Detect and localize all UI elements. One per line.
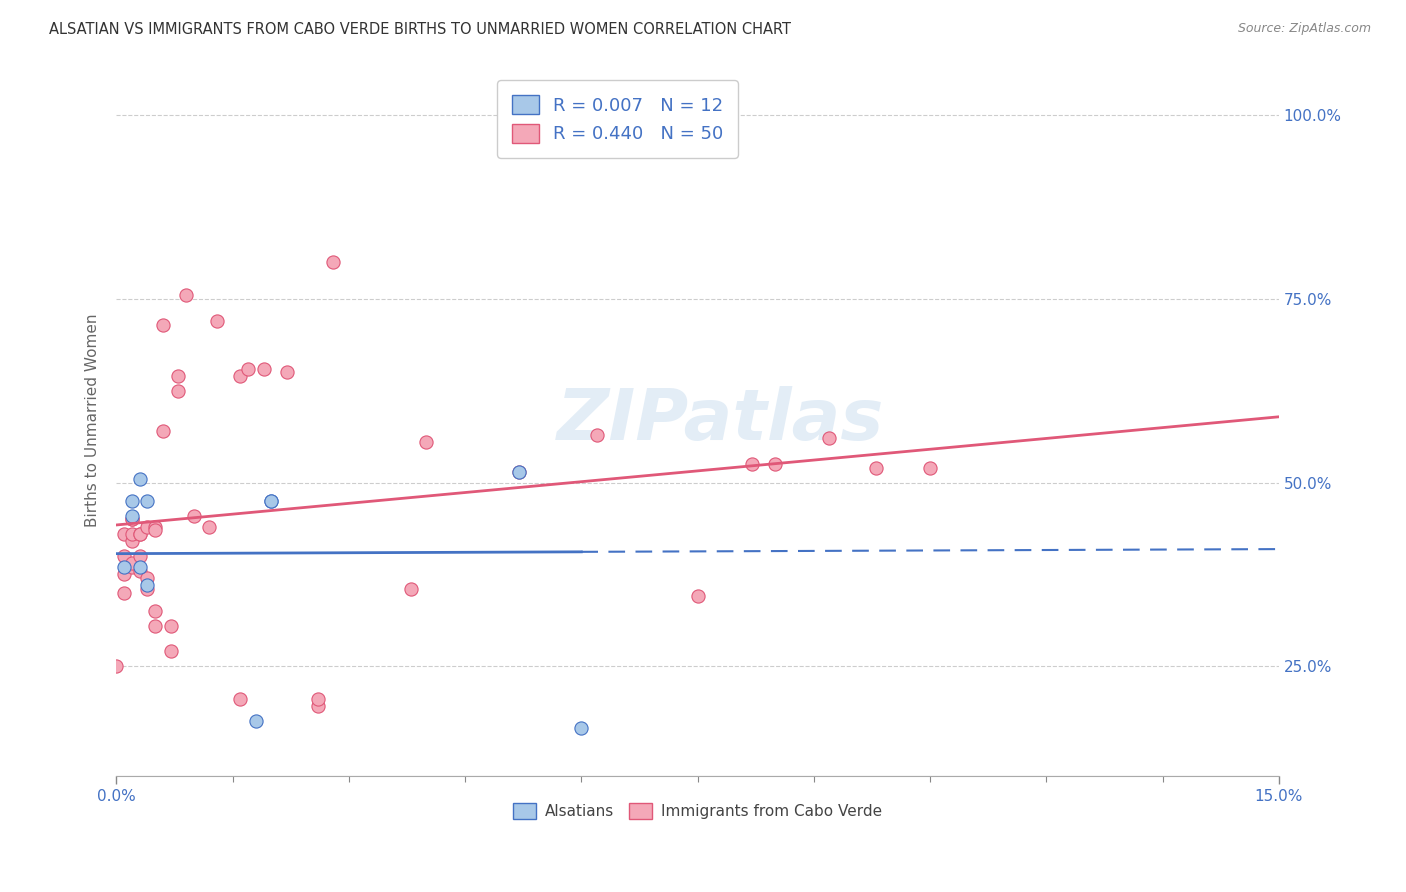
Point bbox=[508, 465, 530, 479]
Point bbox=[112, 527, 135, 541]
Point bbox=[167, 369, 190, 384]
Point bbox=[229, 369, 252, 384]
Point bbox=[183, 508, 205, 523]
Point bbox=[136, 578, 159, 592]
Point bbox=[121, 527, 143, 541]
Point bbox=[121, 534, 143, 549]
Point bbox=[167, 384, 190, 398]
Point bbox=[865, 460, 887, 475]
Point bbox=[307, 699, 329, 714]
Point bbox=[128, 549, 150, 563]
Point bbox=[136, 519, 159, 533]
Point bbox=[741, 457, 763, 471]
Point bbox=[198, 519, 221, 533]
Point bbox=[112, 585, 135, 599]
Point bbox=[136, 494, 159, 508]
Point bbox=[322, 255, 344, 269]
Point bbox=[121, 494, 143, 508]
Point bbox=[415, 435, 437, 450]
Point bbox=[121, 512, 143, 526]
Text: ZIPatlas: ZIPatlas bbox=[557, 385, 884, 455]
Point bbox=[585, 427, 607, 442]
Point bbox=[143, 519, 166, 533]
Point bbox=[121, 556, 143, 570]
Point bbox=[159, 618, 181, 632]
Point bbox=[174, 288, 197, 302]
Text: Source: ZipAtlas.com: Source: ZipAtlas.com bbox=[1237, 22, 1371, 36]
Point bbox=[686, 590, 709, 604]
Point bbox=[128, 527, 150, 541]
Point bbox=[121, 508, 143, 523]
Point bbox=[105, 659, 128, 673]
Point bbox=[128, 472, 150, 486]
Point bbox=[143, 604, 166, 618]
Point bbox=[260, 494, 283, 508]
Point bbox=[307, 692, 329, 706]
Point bbox=[276, 365, 298, 379]
Point bbox=[236, 361, 259, 376]
Point bbox=[143, 618, 166, 632]
Text: ALSATIAN VS IMMIGRANTS FROM CABO VERDE BIRTHS TO UNMARRIED WOMEN CORRELATION CHA: ALSATIAN VS IMMIGRANTS FROM CABO VERDE B… bbox=[49, 22, 792, 37]
Point bbox=[205, 314, 228, 328]
Point bbox=[229, 692, 252, 706]
Point bbox=[128, 527, 150, 541]
Point bbox=[152, 424, 174, 438]
Point bbox=[399, 582, 422, 596]
Point bbox=[128, 560, 150, 574]
Point bbox=[252, 361, 274, 376]
Point bbox=[159, 644, 181, 658]
Point bbox=[818, 432, 841, 446]
Point bbox=[121, 560, 143, 574]
Point bbox=[260, 494, 283, 508]
Point bbox=[569, 722, 592, 736]
Point bbox=[136, 582, 159, 596]
Y-axis label: Births to Unmarried Women: Births to Unmarried Women bbox=[86, 313, 100, 527]
Point bbox=[112, 567, 135, 582]
Point bbox=[128, 564, 150, 578]
Legend: Alsatians, Immigrants from Cabo Verde: Alsatians, Immigrants from Cabo Verde bbox=[506, 797, 889, 825]
Point bbox=[121, 512, 143, 526]
Point bbox=[136, 571, 159, 585]
Point bbox=[143, 523, 166, 537]
Point bbox=[152, 318, 174, 332]
Point bbox=[112, 549, 135, 563]
Point bbox=[112, 560, 135, 574]
Point bbox=[920, 460, 942, 475]
Point bbox=[245, 714, 267, 728]
Point bbox=[508, 465, 530, 479]
Point bbox=[763, 457, 786, 471]
